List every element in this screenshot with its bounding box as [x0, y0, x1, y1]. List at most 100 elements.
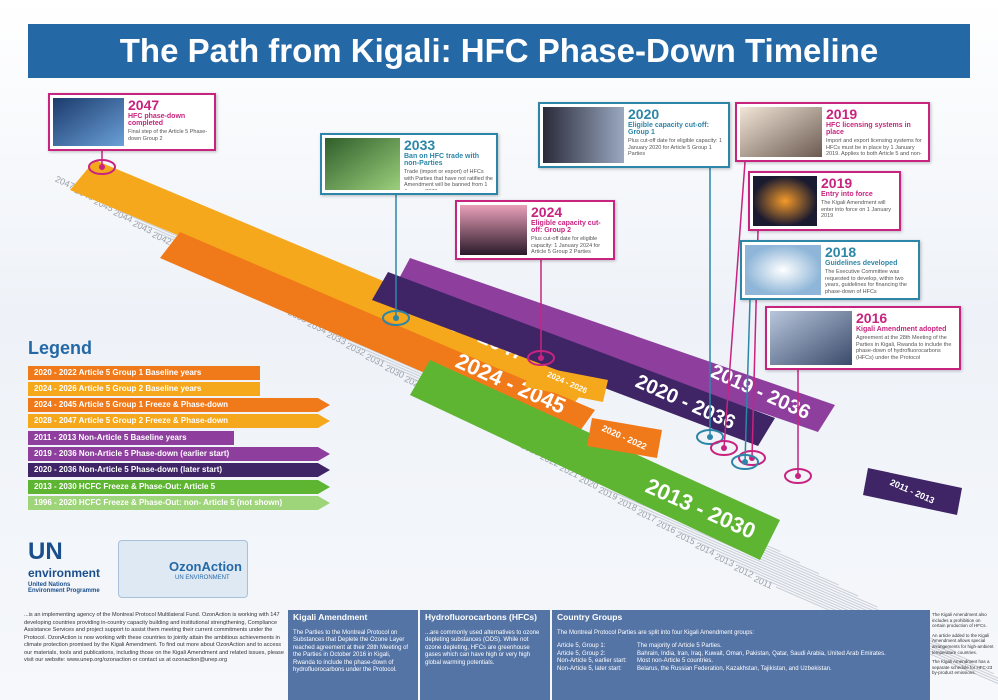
marker-dot	[538, 355, 544, 361]
event-title: Kigali Amendment adopted	[856, 326, 956, 333]
group-names: Article 5, Group 1:Article 5, Group 2:No…	[557, 643, 629, 673]
event-desc: Import and export licensing systems for …	[826, 138, 925, 157]
unep-name: United Nations Environment Programme	[28, 582, 108, 594]
event-year: 2018	[825, 245, 915, 259]
event-box: 2024Eligible capacity cut-off: Group 2 Pl…	[455, 200, 615, 260]
event-photo	[53, 98, 124, 146]
group-name: Article 5, Group 2:	[557, 651, 629, 659]
event-year: 2019	[826, 107, 925, 121]
event-box: 2016Kigali Amendment adopted Agreement at…	[765, 306, 961, 370]
photo	[770, 311, 852, 365]
photo	[325, 138, 400, 190]
footer-section: Country GroupsThe Montreal Protocol Part…	[552, 610, 930, 700]
legend-item: 1996 - 2020 HCFC Freeze & Phase-Out: non…	[28, 496, 330, 510]
ozonaction-name: OzonAction	[169, 559, 242, 574]
marker-dot	[742, 459, 748, 465]
footer-note: An article added to the Kigali Amendment…	[932, 633, 994, 655]
event-title: Ban on HFC trade with non-Parties	[404, 153, 493, 167]
photo	[543, 107, 624, 163]
event-photo	[740, 107, 822, 157]
footer-heading: Kigali Amendment	[293, 614, 413, 622]
footer-heading: Hydrofluorocarbons (HFCs)	[425, 614, 545, 622]
photo	[740, 107, 822, 157]
marker-dot	[99, 164, 105, 170]
event-title: HFC licensing systems in place	[826, 122, 925, 136]
photo	[53, 98, 124, 146]
title-banner: The Path from Kigali: HFC Phase-Down Tim…	[28, 24, 970, 78]
marker-dot	[721, 445, 727, 451]
event-year: 2033	[404, 138, 493, 152]
event-title: Eligible capacity cut-off: Group 1	[628, 122, 725, 136]
footer-section: Hydrofluorocarbons (HFCs)...are commonly…	[420, 610, 550, 700]
footer-note: The Kigali Amendment also includes a pro…	[932, 612, 994, 629]
event-title: Guidelines developed	[825, 260, 915, 267]
footer-note: The Kigali Amendment has a separate sche…	[932, 659, 994, 676]
group-member: Bahrain, India, Iran, Iraq, Kuwait, Oman…	[637, 651, 925, 659]
legend-item: 2020 - 2036 Non-Article 5 Phase-down (la…	[28, 463, 330, 477]
legend-item: 2019 - 2036 Non-Article 5 Phase-down (ea…	[28, 447, 330, 461]
event-title: Entry into force	[821, 191, 896, 198]
footer-text: The Parties to the Montreal Protocol on …	[293, 630, 413, 675]
event-year: 2019	[821, 176, 896, 190]
event-desc: Agreement at the 28th Meeting of the Par…	[856, 335, 956, 361]
group-name: Article 5, Group 1:	[557, 643, 629, 651]
footer-notes: The Kigali Amendment also includes a pro…	[932, 612, 994, 680]
marker-dot	[707, 434, 713, 440]
event-year: 2020	[628, 107, 725, 121]
legend-item: 2024 - 2045 Article 5 Group 1 Freeze & P…	[28, 398, 330, 412]
group-members: The majority of Article 5 Parties.Bahrai…	[637, 643, 925, 673]
photo	[460, 205, 527, 255]
event-photo	[745, 245, 821, 295]
event-photo	[325, 138, 400, 190]
event-desc: Final step of the Article 5 Phase-down G…	[128, 129, 211, 142]
legend-title: Legend	[28, 338, 92, 359]
event-photo	[460, 205, 527, 255]
un-env: environment	[28, 566, 100, 580]
event-text: 2024Eligible capacity cut-off: Group 2 Pl…	[531, 205, 610, 255]
group-member: Belarus, the Russian Federation, Kazakhs…	[637, 666, 925, 674]
event-desc: Trade (import or export) of HFCs with Pa…	[404, 169, 493, 190]
event-photo	[753, 176, 817, 226]
event-photo	[543, 107, 624, 163]
photo	[745, 245, 821, 295]
group-name: Non-Article 5, later start:	[557, 666, 629, 674]
event-title: HFC phase-down completed	[128, 113, 211, 127]
footer-section: Kigali Amendment The Parties to the Montr…	[288, 610, 418, 700]
legend-item: 2013 - 2030 HCFC Freeze & Phase-Out: Art…	[28, 480, 330, 494]
event-photo	[770, 311, 852, 365]
group-member: Most non-Article 5 countries.	[637, 658, 925, 666]
group-table: Article 5, Group 1:Article 5, Group 2:No…	[557, 643, 925, 673]
event-desc: Plus cut-off date for eligible capacity:…	[531, 236, 610, 255]
marker-dot	[795, 473, 801, 479]
photo	[753, 176, 817, 226]
group-member: The majority of Article 5 Parties.	[637, 643, 925, 651]
footer-intro: ...is an implementing agency of the Mont…	[24, 612, 284, 665]
un-logo: UN	[28, 538, 63, 566]
event-year: 2016	[856, 311, 956, 325]
legend-item: 2011 - 2013 Non-Article 5 Baseline years	[28, 431, 234, 445]
event-desc: The Executive Committee was requested to…	[825, 269, 915, 295]
event-year: 2024	[531, 205, 610, 219]
ozonaction-sub: UN ENVIRONMENT	[175, 575, 230, 581]
event-year: 2047	[128, 98, 211, 112]
group-name: Non-Article 5, earlier start:	[557, 658, 629, 666]
poster: 2011201220132014201520162017201820192020…	[0, 0, 998, 700]
event-desc: Plus cut-off date for eligible capacity:…	[628, 138, 725, 158]
event-title: Eligible capacity cut-off: Group 2	[531, 220, 610, 234]
event-desc: The Kigali Amendment will enter into for…	[821, 200, 896, 220]
legend-item: 2020 - 2022 Article 5 Group 1 Baseline y…	[28, 366, 260, 380]
footer-heading: Country Groups	[557, 614, 925, 622]
